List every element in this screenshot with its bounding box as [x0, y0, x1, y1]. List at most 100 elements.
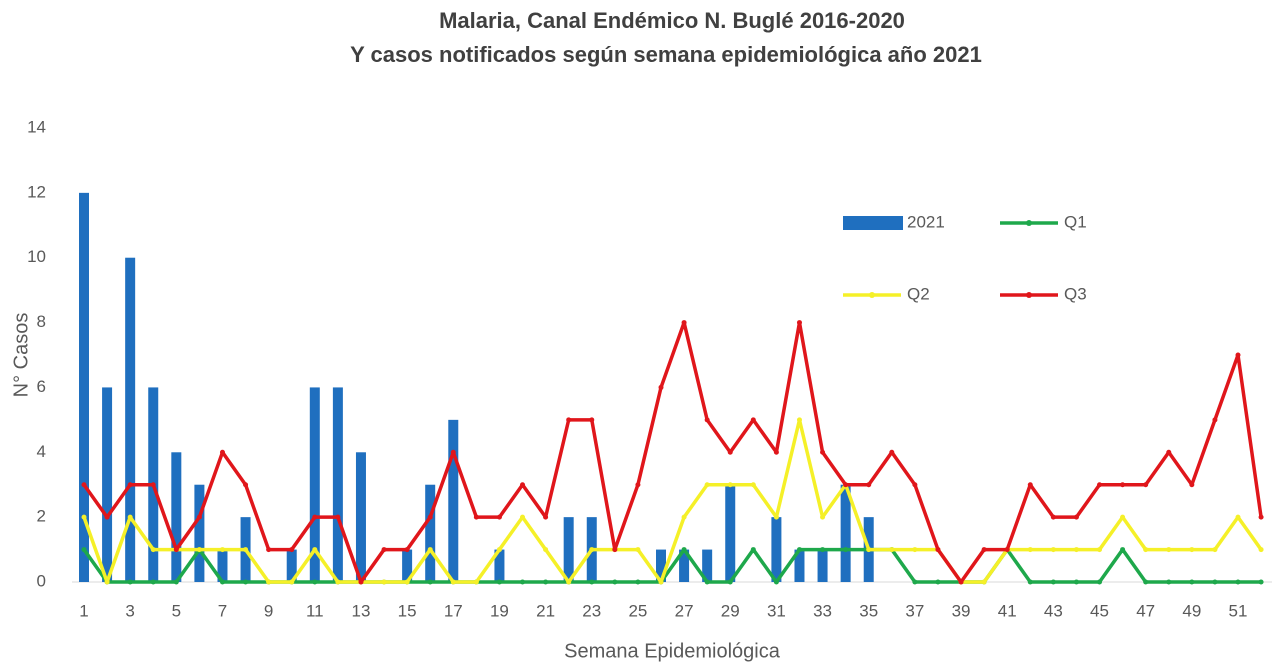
x-tick-label: 19	[490, 601, 509, 620]
x-tick-label: 37	[905, 601, 924, 620]
point	[981, 547, 987, 553]
y-tick-label: 10	[27, 247, 46, 266]
point	[589, 547, 595, 553]
y-tick-label: 14	[27, 117, 46, 136]
point	[1143, 547, 1149, 553]
point	[404, 547, 410, 553]
y-tick-label: 8	[37, 312, 46, 331]
legend-swatch	[869, 292, 875, 298]
bar	[171, 452, 182, 582]
chart-subtitle: Y casos notificados según semana epidemi…	[350, 42, 982, 67]
legend-swatch	[1026, 220, 1032, 226]
point	[704, 417, 710, 423]
x-tick-label: 21	[536, 601, 555, 620]
point	[773, 449, 779, 455]
point	[335, 514, 341, 520]
point	[81, 514, 87, 520]
point	[219, 579, 225, 585]
x-tick-label: 27	[675, 601, 694, 620]
bar	[125, 257, 136, 582]
x-tick-label: 17	[444, 601, 463, 620]
point	[219, 547, 225, 553]
x-tick-label: 41	[998, 601, 1017, 620]
point	[335, 579, 341, 585]
point	[612, 579, 618, 585]
x-tick-label: 25	[628, 601, 647, 620]
point	[566, 579, 572, 585]
point	[127, 482, 133, 488]
y-tick-label: 0	[37, 571, 46, 590]
point	[843, 482, 849, 488]
x-tick-label: 13	[351, 601, 370, 620]
point	[520, 579, 526, 585]
point	[889, 547, 895, 553]
point	[1189, 482, 1195, 488]
point	[1212, 579, 1218, 585]
point	[820, 547, 826, 553]
point	[566, 417, 572, 423]
point	[1166, 449, 1172, 455]
bar	[217, 549, 228, 582]
point	[81, 547, 87, 553]
point	[727, 482, 733, 488]
point	[173, 547, 179, 553]
bar	[817, 549, 828, 582]
point	[196, 514, 202, 520]
point	[1073, 514, 1079, 520]
point	[312, 514, 318, 520]
point	[1258, 579, 1264, 585]
point	[1212, 547, 1218, 553]
point	[635, 482, 641, 488]
y-axis-label: N° Casos	[10, 313, 32, 398]
bar	[425, 484, 436, 582]
point	[1235, 579, 1241, 585]
point	[1235, 514, 1241, 520]
bar	[725, 484, 736, 582]
point	[1097, 579, 1103, 585]
point	[1050, 514, 1056, 520]
point	[727, 449, 733, 455]
point	[1120, 547, 1126, 553]
point	[658, 384, 664, 390]
point	[150, 547, 156, 553]
point	[427, 547, 433, 553]
point	[150, 579, 156, 585]
point	[981, 579, 987, 585]
point	[427, 514, 433, 520]
bar	[840, 484, 851, 582]
point	[1189, 547, 1195, 553]
point	[658, 579, 664, 585]
point	[1235, 352, 1241, 358]
point	[450, 449, 456, 455]
point	[381, 547, 387, 553]
series-line	[82, 320, 1263, 584]
bar	[332, 387, 343, 582]
point	[1027, 482, 1033, 488]
y-tick-label: 6	[37, 377, 46, 396]
x-tick-label: 23	[582, 601, 601, 620]
point	[1143, 482, 1149, 488]
x-tick-label: 3	[125, 601, 134, 620]
point	[473, 514, 479, 520]
bar	[309, 387, 320, 582]
point	[496, 514, 502, 520]
legend-swatch	[843, 216, 903, 230]
point	[473, 579, 479, 585]
point	[589, 579, 595, 585]
legend-label: Q2	[907, 284, 930, 303]
point	[935, 547, 941, 553]
point	[1097, 547, 1103, 553]
x-tick-label: 39	[952, 601, 971, 620]
bar	[656, 549, 666, 582]
point	[543, 579, 549, 585]
point	[104, 514, 110, 520]
point	[289, 579, 295, 585]
bar	[794, 549, 805, 582]
point	[704, 579, 710, 585]
point	[912, 547, 918, 553]
point	[127, 514, 133, 520]
point	[796, 417, 802, 423]
point	[150, 482, 156, 488]
x-tick-label: 11	[306, 601, 324, 620]
